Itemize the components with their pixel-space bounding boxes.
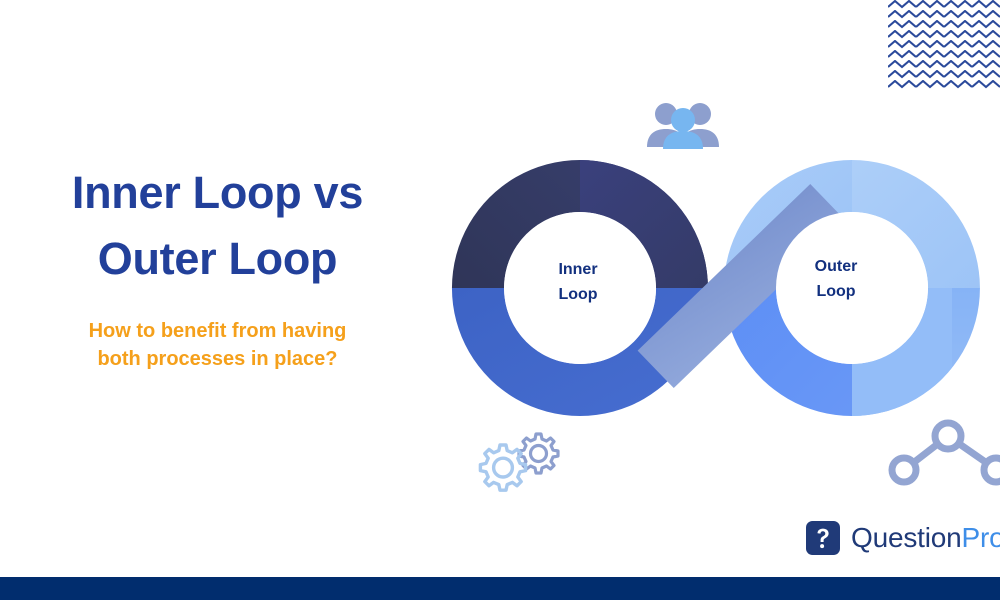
gears-icon (478, 432, 560, 492)
network-graph-icon (888, 419, 1000, 486)
title-line-1: Inner Loop vs (71, 167, 364, 218)
crossing-band (637, 183, 847, 389)
questionpro-logo[interactable]: QuestionPro (806, 518, 1000, 558)
page-subtitle: How to benefit from having both processe… (0, 317, 435, 373)
gear-large-icon (478, 443, 528, 492)
people-icon (647, 103, 719, 149)
outer-loop-center-disc (776, 212, 928, 364)
gears-icon-decoration (478, 428, 564, 492)
questionpro-wordmark: QuestionPro (851, 522, 1000, 554)
crossing-band-shape (637, 183, 847, 389)
infinity-loop-diagram: Inner Loop Outer Loop (432, 140, 1000, 420)
title-block: Inner Loop vs Outer Loop How to benefit … (0, 160, 435, 373)
network-icon-decoration (884, 418, 1000, 490)
people-icon-decoration (645, 99, 721, 149)
outer-loop-label: Outer Loop (776, 255, 896, 305)
inner-loop-center-disc (504, 212, 656, 364)
bottom-accent-bar (0, 577, 1000, 600)
subtitle-line-1: How to benefit from having (88, 320, 347, 343)
inner-loop-label-line-1: Inner (558, 261, 598, 278)
gear-small-icon (517, 432, 560, 475)
inner-loop-label-line-2: Loop (558, 285, 598, 303)
subtitle-line-2: both processes in place? (97, 348, 338, 371)
logo-word-question: Question (851, 522, 962, 553)
outer-loop-label-line-2: Loop (816, 282, 856, 300)
page-title: Inner Loop vs Outer Loop (0, 160, 435, 291)
title-line-2: Outer Loop (97, 232, 338, 284)
zigzag-icon (888, 0, 1000, 90)
outer-loop-label-line-1: Outer (814, 258, 858, 275)
inner-loop-label: Inner Loop (518, 258, 638, 308)
zigzag-pattern-decoration (888, 0, 1000, 90)
infinity-loop-graphic (451, 160, 980, 416)
logo-word-pro: Pro (961, 522, 1000, 553)
questionpro-logo-mark-icon (806, 521, 840, 555)
